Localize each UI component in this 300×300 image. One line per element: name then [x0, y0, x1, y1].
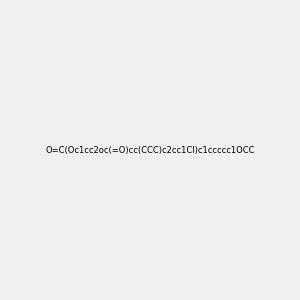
- Text: O=C(Oc1cc2oc(=O)cc(CCC)c2cc1Cl)c1ccccc1OCC: O=C(Oc1cc2oc(=O)cc(CCC)c2cc1Cl)c1ccccc1O…: [45, 146, 255, 154]
